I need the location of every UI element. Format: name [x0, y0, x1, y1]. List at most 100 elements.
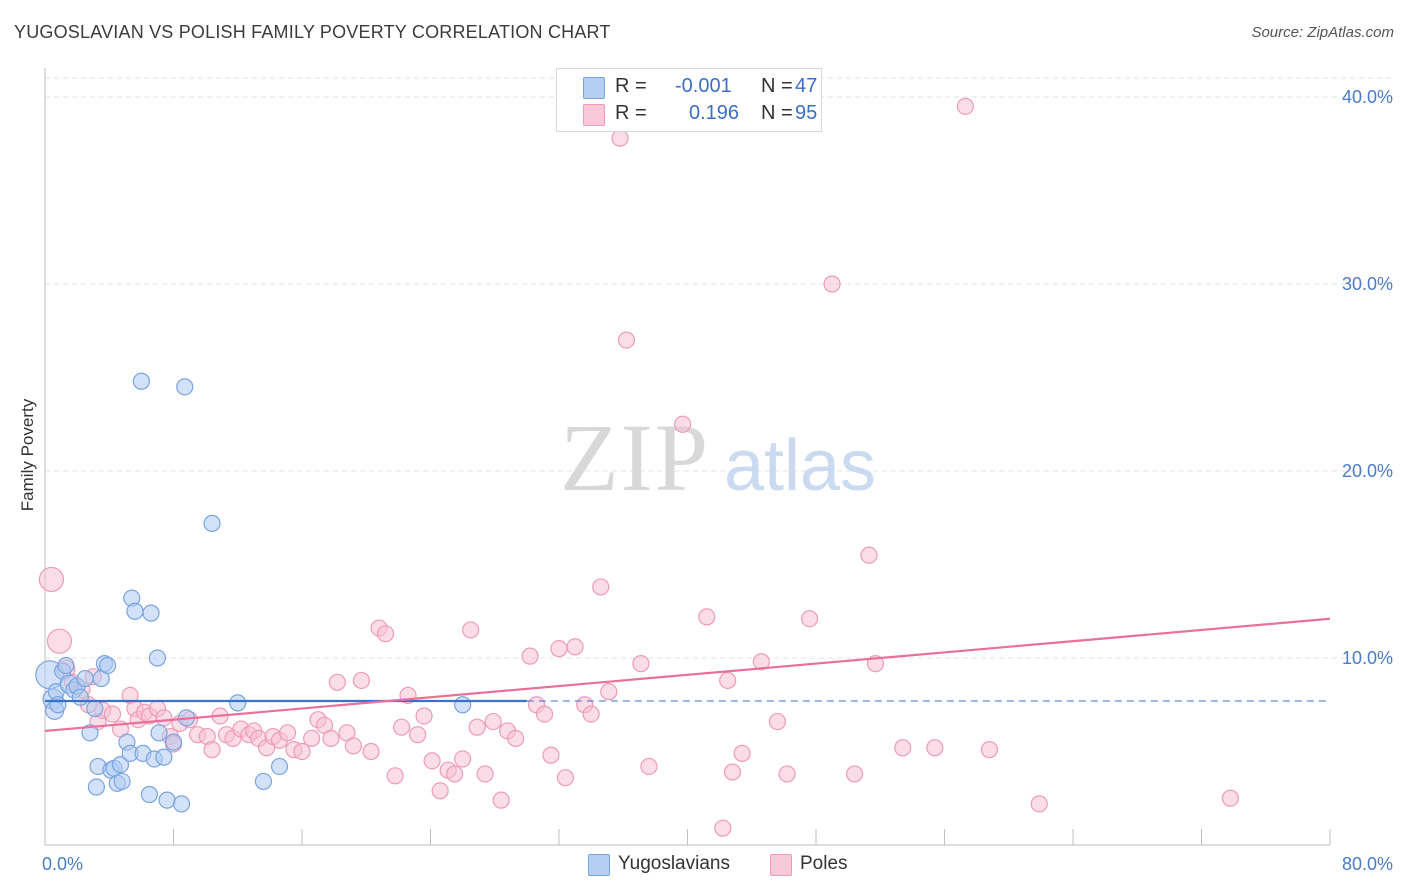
poles-point — [800, 610, 819, 628]
poles-point — [155, 709, 173, 727]
poles-point — [592, 578, 610, 596]
yugoslavians-point — [176, 378, 194, 396]
chart-source: Source: ZipAtlas.com — [1251, 24, 1394, 41]
yugoslavians-point — [126, 602, 144, 620]
axes — [44, 68, 1331, 846]
yugoslavians-point — [158, 791, 176, 809]
yugoslavians-point — [132, 372, 150, 390]
poles-point — [582, 705, 600, 723]
poles-point — [535, 705, 554, 723]
poles-point — [778, 765, 796, 783]
correlation-legend: R = -0.001 N = 47 R = 0.196 N = 95 — [556, 68, 822, 132]
poles-point — [484, 712, 502, 731]
legend-r-value: -0.001 — [675, 75, 732, 97]
yugoslavians-point — [155, 748, 173, 766]
poles-point — [409, 726, 427, 744]
poles-point — [556, 769, 575, 787]
poles-point — [860, 546, 878, 564]
yugoslavians-point — [81, 724, 99, 742]
poles-point — [566, 638, 584, 656]
gridlines — [45, 77, 1392, 659]
poles-point — [454, 750, 472, 768]
poles-point — [492, 791, 510, 809]
poles-point — [322, 729, 340, 748]
legend-n-label: N = — [761, 75, 793, 97]
poles-point — [328, 673, 346, 691]
yugoslavians-point — [229, 694, 247, 712]
poles-point — [768, 712, 787, 731]
yugoslavians-point — [148, 649, 167, 667]
poles-point — [752, 653, 770, 671]
legend-r-value: 0.196 — [689, 102, 740, 124]
poles-point — [894, 739, 912, 757]
poles-point — [278, 724, 297, 742]
yugoslavians-point — [270, 757, 289, 776]
poles-point — [507, 729, 525, 748]
poles-point — [719, 671, 737, 690]
poles-point — [723, 763, 742, 781]
yugoslavians-point — [254, 772, 273, 791]
poles-point — [550, 640, 568, 658]
poles-point — [423, 752, 441, 770]
x-tick-label-max: 80.0% — [1342, 854, 1393, 874]
yugoslavians-point — [71, 688, 89, 706]
legend-label-poles: Poles — [800, 853, 848, 874]
poles-point — [714, 819, 732, 837]
y-tick-label: 30.0% — [1342, 274, 1393, 294]
yugoslavians-point — [86, 699, 104, 718]
poles-point — [352, 671, 371, 690]
yugoslavians-point — [140, 785, 159, 804]
poles-point — [386, 767, 404, 785]
poles-point — [845, 765, 864, 783]
chart-title: YUGOSLAVIAN VS POLISH FAMILY POVERTY COR… — [14, 22, 611, 42]
poles-point — [674, 415, 692, 433]
poles-point — [445, 765, 464, 783]
poles-point — [38, 566, 65, 593]
poles-point — [956, 97, 974, 115]
yugoslavians-point — [76, 669, 94, 688]
poles-point — [468, 718, 486, 736]
poles-point — [542, 746, 560, 764]
watermark: ZIP atlas — [560, 404, 876, 511]
poles-point — [203, 741, 221, 759]
series-legend: Yugoslavians Poles — [0, 852, 1406, 878]
y-tick-label: 10.0% — [1342, 648, 1393, 668]
data-points — [35, 97, 1240, 837]
legend-n-value: 95 — [795, 102, 818, 124]
poles-point — [521, 647, 539, 665]
poles-point — [611, 129, 629, 147]
legend-label-yugoslavians: Yugoslavians — [618, 853, 730, 874]
poles-point — [462, 621, 480, 639]
legend-swatch-yugoslavians — [583, 77, 605, 99]
poles-point — [600, 683, 618, 701]
legend-r-label: R = — [615, 75, 647, 97]
poles-point — [431, 782, 449, 800]
yugoslavians-point — [142, 604, 160, 622]
poles-point — [392, 718, 411, 736]
y-tick-label: 20.0% — [1342, 461, 1393, 481]
poles-point — [1221, 789, 1240, 807]
poles-point — [293, 742, 311, 761]
tick-labels: 10.0% 20.0% 30.0% 40.0% 0.0% 80.0% — [42, 87, 1393, 874]
yugoslavians-point — [454, 696, 472, 714]
legend-n-value: 47 — [795, 75, 818, 97]
poles-point — [617, 331, 636, 349]
poles-trend-line — [44, 617, 1331, 733]
legend-swatch-poles — [770, 854, 792, 876]
watermark-atlas: atlas — [724, 426, 876, 506]
poles-point — [733, 744, 751, 762]
legend-r-label: R = — [615, 102, 647, 124]
yugoslavians-point — [49, 696, 67, 714]
poles-point — [926, 739, 944, 757]
poles-point — [344, 737, 362, 755]
x-tick-label-min: 0.0% — [42, 854, 83, 874]
poles-point — [476, 765, 494, 783]
yugoslavians-point — [111, 755, 130, 774]
yugoslavians-point — [99, 656, 117, 675]
poles-point — [980, 741, 999, 759]
poles-point — [46, 628, 73, 654]
yugoslavians-point — [57, 656, 75, 675]
poles-point — [376, 625, 395, 643]
trend-lines — [44, 617, 1331, 733]
